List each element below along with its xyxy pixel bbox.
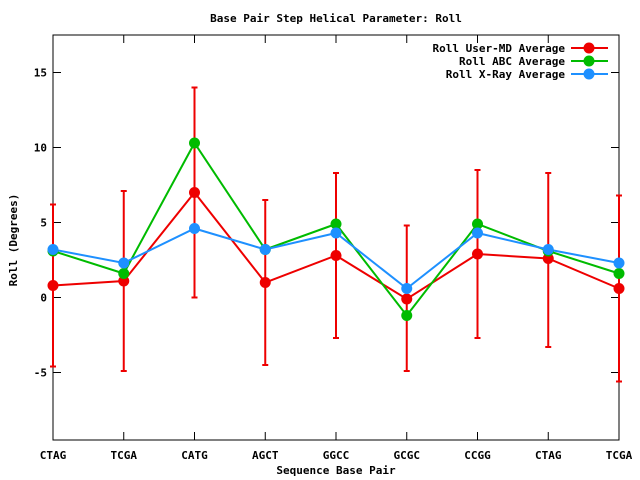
- data-point: [118, 268, 130, 279]
- x-tick-label: CTAG: [535, 449, 562, 462]
- data-point: [472, 218, 483, 230]
- data-point: [401, 293, 413, 305]
- x-tick-label: CCGG: [464, 449, 491, 462]
- y-tick-label: 15: [34, 67, 47, 80]
- data-point: [189, 223, 200, 234]
- data-point: [47, 244, 59, 255]
- legend-label-1: Roll User-MD Average: [433, 42, 566, 55]
- data-point: [613, 257, 625, 269]
- x-tick-label: CTAG: [40, 449, 67, 462]
- data-point: [613, 268, 625, 279]
- chart-title: Base Pair Step Helical Parameter: Roll: [210, 12, 462, 25]
- x-tick-label: CATG: [181, 449, 208, 462]
- y-tick-label: -5: [34, 367, 47, 380]
- data-point: [259, 244, 271, 255]
- data-point: [472, 248, 483, 260]
- x-tick-label: AGCT: [252, 449, 279, 462]
- x-tick-label: TCGA: [111, 449, 138, 462]
- y-tick-label: 0: [40, 292, 47, 305]
- data-point: [189, 187, 200, 198]
- legend-marker-2: [583, 55, 595, 67]
- data-point: [472, 227, 483, 239]
- data-point: [401, 310, 413, 321]
- x-tick-label: TCGA: [606, 449, 633, 462]
- data-point: [118, 257, 130, 269]
- data-point: [542, 244, 554, 255]
- y-tick-label: 5: [40, 217, 47, 230]
- series-points: [47, 137, 625, 321]
- data-point: [401, 283, 413, 294]
- x-axis-label: Sequence Base Pair: [276, 464, 396, 477]
- legend-marker-3: [583, 68, 595, 80]
- y-axis-label: Roll (Degrees): [7, 194, 20, 287]
- x-tick-label: GCGC: [394, 449, 421, 462]
- data-point: [330, 227, 342, 239]
- legend-marker-1: [583, 42, 595, 54]
- data-point: [47, 280, 59, 291]
- axes: -5 0 5 10 15 CTAG TCGA CATG AGCT GGCC GCGC CCGG CTAG…: [34, 34, 633, 462]
- legend-label-2: Roll ABC Average: [459, 55, 565, 68]
- legend-label-3: Roll X-Ray Average: [446, 68, 566, 81]
- x-tick-label: GGCC: [323, 449, 350, 462]
- data-point: [330, 218, 342, 230]
- y-tick-label: 10: [34, 142, 47, 155]
- data-point: [613, 283, 625, 294]
- data-point: [189, 137, 200, 149]
- data-point: [330, 250, 342, 261]
- data-point: [259, 277, 271, 288]
